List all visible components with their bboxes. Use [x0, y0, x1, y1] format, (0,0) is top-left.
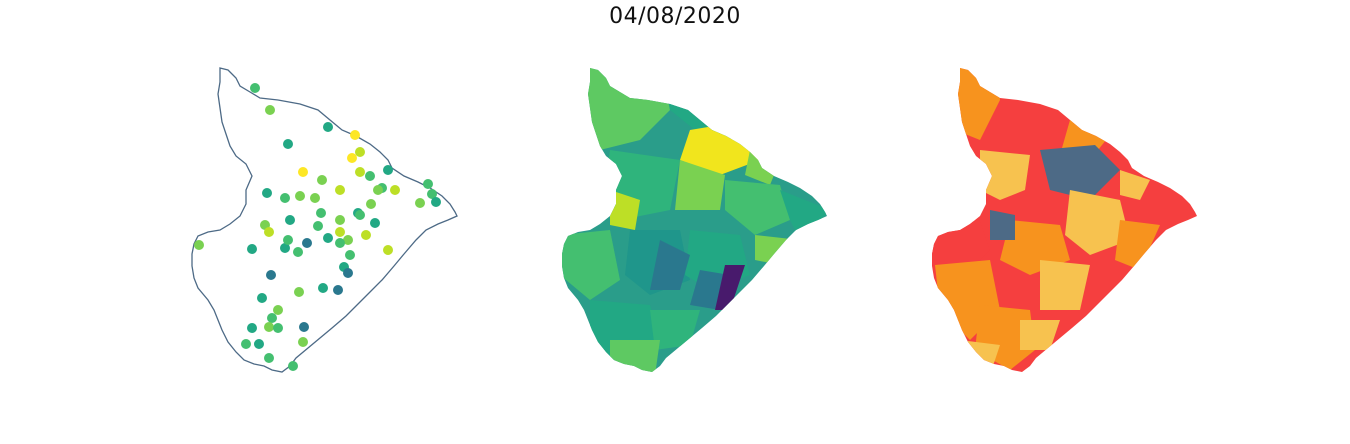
- station-point: [383, 245, 393, 255]
- station-point: [298, 337, 308, 347]
- station-point: [288, 361, 298, 371]
- station-point: [333, 285, 343, 295]
- station-point: [415, 198, 425, 208]
- station-point: [264, 227, 274, 237]
- station-point: [264, 353, 274, 363]
- station-point: [194, 240, 204, 250]
- station-point: [313, 221, 323, 231]
- station-point: [316, 208, 326, 218]
- figure-title: 04/08/2020: [609, 4, 741, 29]
- station-point: [285, 215, 295, 225]
- station-point: [257, 293, 267, 303]
- map-points-panel: [191, 67, 458, 373]
- station-point: [280, 243, 290, 253]
- station-point: [431, 197, 441, 207]
- station-point: [427, 189, 437, 199]
- station-point: [293, 247, 303, 257]
- station-point: [323, 122, 333, 132]
- map-continuous-panel: [562, 68, 827, 372]
- station-point: [355, 147, 365, 157]
- station-point: [343, 268, 353, 278]
- station-point: [294, 287, 304, 297]
- station-point: [265, 105, 275, 115]
- station-point: [273, 305, 283, 315]
- station-point: [267, 313, 277, 323]
- station-point: [266, 270, 276, 280]
- station-point: [335, 227, 345, 237]
- station-point: [365, 171, 375, 181]
- station-point: [302, 238, 312, 248]
- station-point: [264, 322, 274, 332]
- station-point: [254, 339, 264, 349]
- station-point: [318, 283, 328, 293]
- station-point: [317, 175, 327, 185]
- station-point: [295, 191, 305, 201]
- station-point: [361, 230, 371, 240]
- station-point: [247, 323, 257, 333]
- station-point: [423, 179, 433, 189]
- station-point: [366, 199, 376, 209]
- station-points: [194, 83, 441, 371]
- station-point: [323, 233, 333, 243]
- map-risk-panel: [932, 68, 1197, 372]
- station-point: [283, 235, 293, 245]
- station-point: [383, 165, 393, 175]
- station-point: [250, 83, 260, 93]
- municipality-fill-continuous: [562, 68, 827, 372]
- station-point: [262, 188, 272, 198]
- station-point: [350, 130, 360, 140]
- station-point: [390, 185, 400, 195]
- station-point: [298, 167, 308, 177]
- station-point: [310, 193, 320, 203]
- state-outline: [191, 67, 458, 373]
- station-point: [273, 323, 283, 333]
- station-point: [299, 322, 309, 332]
- station-point: [241, 339, 251, 349]
- station-point: [347, 153, 357, 163]
- station-point: [280, 193, 290, 203]
- station-point: [355, 210, 365, 220]
- station-point: [373, 185, 383, 195]
- station-point: [283, 139, 293, 149]
- station-point: [355, 167, 365, 177]
- station-point: [343, 235, 353, 245]
- station-point: [335, 215, 345, 225]
- municipality-fill-risk: [932, 68, 1197, 372]
- station-point: [345, 250, 355, 260]
- station-point: [335, 238, 345, 248]
- station-point: [247, 244, 257, 254]
- station-point: [370, 218, 380, 228]
- station-point: [335, 185, 345, 195]
